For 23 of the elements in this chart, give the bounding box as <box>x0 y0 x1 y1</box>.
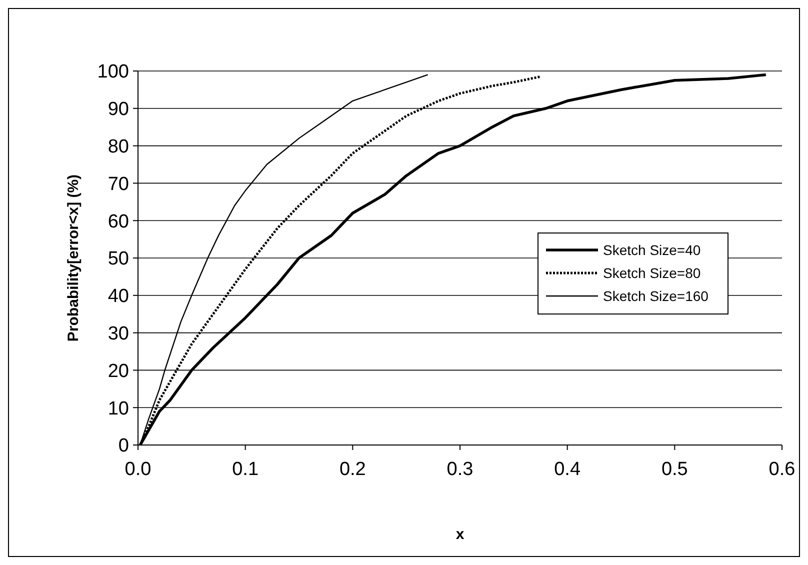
y-tick-label: 60 <box>108 211 129 232</box>
legend-label: Sketch Size=80 <box>603 264 701 281</box>
x-tick-label: 0.4 <box>554 459 581 480</box>
x-axis-title: x <box>456 526 465 543</box>
x-tick-label: 0.2 <box>339 459 366 480</box>
y-axis-title: Probability[error<x] (%) <box>65 174 82 342</box>
x-tick-label: 0.1 <box>232 459 259 480</box>
y-tick-label: 80 <box>108 136 129 158</box>
y-tick-label: 0 <box>118 436 129 457</box>
y-tick-label: 10 <box>108 398 129 420</box>
y-tick-label: 70 <box>108 174 129 195</box>
y-tick-label: 20 <box>108 360 129 382</box>
y-tick-label: 100 <box>97 62 129 83</box>
legend-label: Sketch Size=160 <box>603 288 709 304</box>
x-tick-label: 0.5 <box>661 459 688 480</box>
y-tick-label: 50 <box>108 248 129 270</box>
legend-label: Sketch Size=40 <box>603 242 701 258</box>
x-tick-label: 0.3 <box>446 459 474 480</box>
x-tick-label: 0.0 <box>124 459 152 480</box>
y-tick-label: 40 <box>108 286 129 308</box>
y-tick-label: 90 <box>108 99 129 120</box>
x-tick-label: 0.6 <box>768 459 796 480</box>
y-tick-label: 30 <box>108 323 129 344</box>
